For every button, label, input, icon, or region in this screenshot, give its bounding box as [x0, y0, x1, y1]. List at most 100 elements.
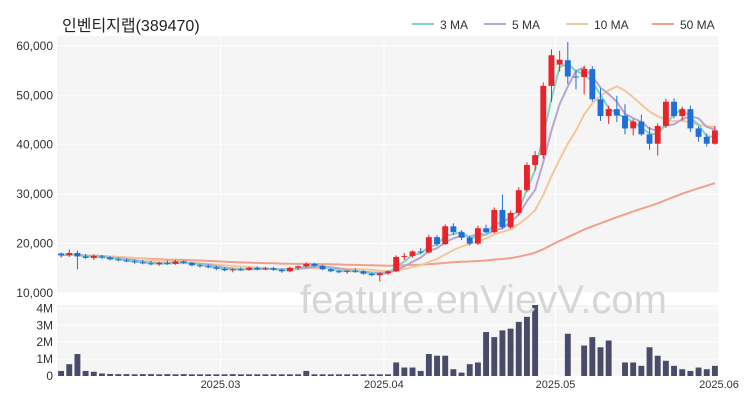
candle-body: [671, 101, 677, 117]
candle-body: [336, 271, 342, 273]
candle-body: [148, 263, 154, 265]
volume-bar: [564, 333, 571, 376]
candle-body: [156, 262, 163, 265]
volume-bar: [115, 374, 122, 376]
y-tick-label: 50,000: [16, 88, 53, 102]
volume-bar: [82, 370, 89, 376]
candle-body: [311, 263, 318, 266]
candle-body: [164, 262, 171, 264]
x-tick-label: 2025.03: [201, 379, 241, 391]
x-tick-label: 2025.05: [536, 379, 576, 391]
candle-body: [654, 125, 661, 144]
candle-body: [417, 251, 424, 253]
candle-body: [499, 209, 506, 228]
candle-body: [613, 109, 620, 116]
volume-bar: [131, 374, 138, 376]
volume-tick-label: 2M: [36, 335, 53, 349]
candle-body: [139, 262, 146, 264]
volume-bar: [703, 369, 710, 376]
candle-body: [679, 109, 686, 117]
volume-bar: [327, 374, 334, 376]
volume-bar: [229, 374, 236, 376]
volume-bar: [278, 374, 285, 376]
candle-body: [409, 251, 416, 256]
y-tick-label: 30,000: [16, 187, 53, 201]
y-tick-label: 60,000: [16, 39, 53, 53]
candle-body: [540, 85, 547, 156]
candle-body: [180, 261, 187, 263]
candle-body: [385, 271, 391, 274]
candle-body: [188, 262, 195, 266]
volume-bar: [221, 374, 228, 376]
candle-body: [319, 265, 326, 270]
volume-bar: [581, 345, 588, 376]
volume-bar: [360, 374, 367, 376]
candle-body: [360, 271, 367, 274]
candle-body: [115, 259, 122, 261]
volume-bar: [352, 374, 359, 376]
volume-bar: [687, 370, 694, 376]
candle-body: [425, 237, 432, 253]
volume-bar: [197, 374, 203, 376]
volume-bar: [270, 374, 277, 376]
chart-title: 인벤티지랩(389470): [62, 18, 200, 35]
volume-bar: [450, 369, 457, 376]
candle-body: [99, 256, 105, 258]
volume-bar: [622, 362, 628, 376]
candle-body: [466, 237, 473, 244]
volume-bar: [605, 340, 612, 376]
volume-tick-label: 0: [46, 369, 53, 383]
candle-body: [368, 273, 375, 276]
legend-label: 10 MA: [594, 18, 629, 32]
candle-body: [295, 266, 302, 268]
volume-bar: [515, 321, 522, 376]
volume-bar: [262, 374, 269, 376]
candle-body: [327, 269, 334, 272]
candle-body: [270, 268, 277, 270]
candle-body: [703, 136, 710, 144]
volume-bar: [107, 373, 114, 376]
candle-body: [474, 228, 481, 244]
volume-bar: [425, 354, 432, 376]
candle-body: [172, 261, 179, 264]
volume-bar: [532, 305, 539, 376]
candle-body: [123, 260, 130, 262]
volume-bar: [139, 374, 146, 376]
volume-bar: [254, 374, 261, 376]
candle-body: [564, 60, 571, 77]
volume-bar: [491, 337, 498, 376]
volume-bar: [417, 370, 424, 376]
volume-bar: [589, 337, 596, 376]
candle-body: [131, 261, 138, 263]
volume-bar: [630, 362, 637, 376]
candle-body: [344, 270, 351, 272]
y-tick-label: 20,000: [16, 237, 53, 251]
volume-bar: [458, 372, 465, 376]
candle-body: [278, 269, 285, 272]
candle-body: [638, 121, 645, 135]
candle-body: [458, 232, 465, 238]
candle-body: [74, 252, 81, 257]
candle-body: [237, 269, 244, 271]
volume-bar: [123, 374, 130, 376]
candle-body: [221, 268, 228, 271]
volume-bar: [474, 362, 481, 376]
candle-body: [66, 252, 73, 256]
candle-body: [687, 109, 694, 129]
volume-bar: [654, 355, 661, 376]
candle-body: [401, 255, 408, 257]
volume-bar: [597, 347, 604, 376]
volume-bar: [344, 374, 351, 376]
volume-bar: [671, 365, 677, 376]
candle-body: [548, 55, 555, 86]
watermark: feature.enVievV.com: [300, 278, 667, 322]
candle-body: [213, 267, 220, 269]
candle-body: [442, 226, 449, 245]
volume-bar: [385, 374, 391, 376]
candle-body: [491, 209, 498, 233]
volume-bar: [286, 374, 293, 376]
candle-body: [695, 128, 702, 137]
legend-label: 5 MA: [512, 18, 540, 32]
candle-body: [589, 69, 596, 100]
legend-label: 3 MA: [440, 18, 468, 32]
